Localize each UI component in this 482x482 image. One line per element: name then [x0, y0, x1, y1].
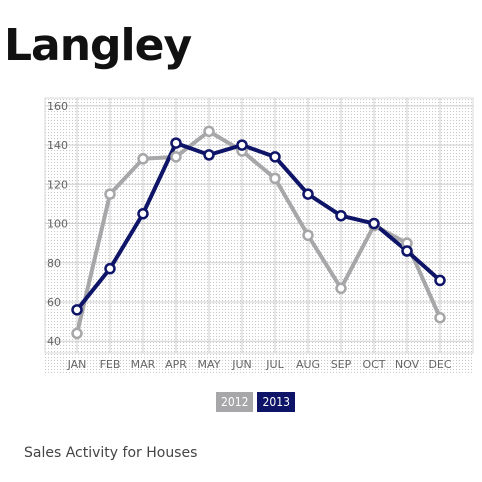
- data-point-2012[interactable]: [434, 311, 446, 324]
- y-tick-label: 40: [47, 335, 61, 348]
- data-point-2012[interactable]: [335, 282, 347, 295]
- x-tick-label: AUG: [296, 358, 320, 371]
- data-point-2013[interactable]: [434, 274, 446, 287]
- data-point-2012[interactable]: [104, 188, 116, 200]
- y-tick-label: 140: [47, 139, 68, 152]
- data-point-2013[interactable]: [137, 207, 149, 220]
- y-tick-label: 100: [47, 218, 68, 231]
- data-point-2012[interactable]: [269, 172, 281, 185]
- x-tick-label: MAR: [131, 358, 156, 371]
- legend: 2012 2013: [216, 392, 295, 412]
- x-tick-label: MAY: [198, 358, 221, 371]
- x-tick-label: SEP: [331, 358, 352, 371]
- series-line-2013: [75, 141, 442, 312]
- x-tick-label: NOV: [395, 358, 420, 371]
- data-point-2013[interactable]: [302, 188, 314, 200]
- data-point-2013[interactable]: [104, 262, 116, 275]
- x-tick-label: JUN: [231, 358, 252, 371]
- y-tick-label: 60: [47, 296, 61, 309]
- x-tick-label: FEB: [100, 358, 121, 371]
- data-point-2012[interactable]: [170, 151, 182, 163]
- series-lines: [71, 125, 446, 340]
- x-tick-label: DEC: [428, 358, 451, 371]
- data-point-2013[interactable]: [269, 151, 281, 163]
- legend-item-2012[interactable]: 2012: [216, 392, 254, 412]
- data-point-2012[interactable]: [137, 153, 149, 165]
- x-tick-label: OCT: [362, 358, 385, 371]
- y-axis-ticks: 40 60 80 100 120 140 160: [47, 100, 68, 348]
- y-tick-label: 120: [47, 178, 68, 191]
- y-tick-label: 80: [47, 257, 61, 270]
- plot-area: [44, 97, 474, 354]
- data-point-2013[interactable]: [335, 209, 347, 222]
- y-tick-label: 160: [47, 100, 68, 113]
- data-point-2013[interactable]: [71, 304, 83, 316]
- data-point-2012[interactable]: [302, 229, 314, 242]
- data-point-2013[interactable]: [170, 137, 182, 149]
- data-point-2012[interactable]: [71, 327, 83, 340]
- x-tick-label: APR: [165, 358, 187, 371]
- data-point-2013[interactable]: [368, 217, 380, 230]
- data-point-2013[interactable]: [203, 149, 215, 161]
- plot-background: [45, 98, 473, 373]
- chart-title: Langley: [4, 20, 192, 71]
- x-tick-label: JUL: [265, 358, 284, 371]
- data-point-2012[interactable]: [203, 125, 215, 138]
- data-point-2013[interactable]: [401, 245, 413, 257]
- x-axis-ticks: JAN FEB MAR APR MAY JUN JUL AUG SEP OCT NOV DEC: [67, 358, 452, 371]
- x-tick-label: JAN: [67, 358, 87, 371]
- legend-item-2013[interactable]: 2013: [257, 392, 295, 412]
- chart-caption: Sales Activity for Houses: [24, 445, 198, 461]
- data-point-2013[interactable]: [236, 139, 248, 151]
